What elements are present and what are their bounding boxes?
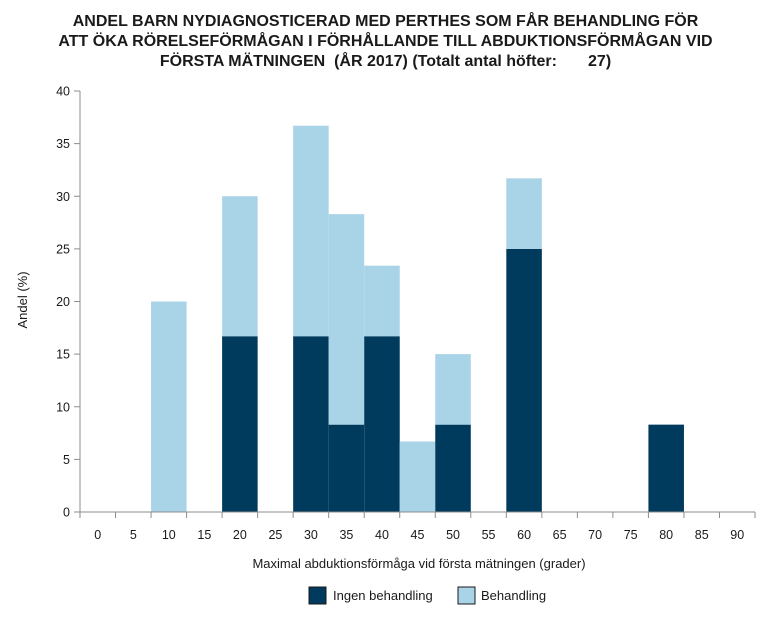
x-axis-label: Maximal abduktionsförmåga vid första mät…	[252, 556, 585, 571]
x-tick-label-15: 15	[197, 528, 211, 542]
bar-behandling-35	[328, 214, 365, 425]
legend-label-behandling: Behandling	[481, 588, 546, 603]
bar-behandling-10	[151, 301, 187, 512]
legend-label-ingen-behandling: Ingen behandling	[333, 588, 433, 603]
x-tick-label-20: 20	[233, 528, 247, 542]
y-tick-label-25: 25	[56, 242, 70, 256]
axes-group: 0 5 10 15 20 25 30 35 40 0 5 10 15 20 25 30 35 40 45 50 55 60…	[56, 85, 756, 542]
legend-swatch-behandling	[457, 586, 476, 605]
y-tick-label-30: 30	[56, 190, 70, 204]
bar-behandling-45	[399, 441, 436, 512]
bar-ingen-behandling-60	[506, 248, 542, 512]
x-tick-label-75: 75	[624, 528, 638, 542]
x-tick-label-40: 40	[375, 528, 389, 542]
bar-ingen-behandling-35	[328, 424, 365, 512]
x-tick-label-60: 60	[517, 528, 531, 542]
bar-behandling-40	[364, 265, 400, 337]
bar-behandling-30	[293, 125, 329, 337]
x-tick-label-45: 45	[411, 528, 425, 542]
x-tick-label-70: 70	[588, 528, 602, 542]
x-tick-label-30: 30	[304, 528, 318, 542]
x-tick-label-90: 90	[730, 528, 744, 542]
chart-title-line-2: ATT ÖKA RÖRELSEFÖRMÅGAN I FÖRHÅLLANDE TI…	[58, 33, 713, 50]
y-tick-label-10: 10	[56, 400, 70, 414]
x-tick-label-35: 35	[339, 528, 353, 542]
y-tick-label-35: 35	[56, 137, 70, 151]
bar-ingen-behandling-80	[648, 424, 684, 512]
y-tick-label-40: 40	[56, 85, 70, 99]
x-tick-label-65: 65	[553, 528, 567, 542]
x-tick-label-10: 10	[162, 528, 176, 542]
x-tick-label-55: 55	[482, 528, 496, 542]
x-tick-label-25: 25	[268, 528, 282, 542]
bar-behandling-60	[506, 178, 542, 249]
y-tick-label-15: 15	[56, 348, 70, 362]
chart-title-line-3: FÖRSTA MÄTNINGEN (ÅR 2017) (Totalt antal…	[159, 53, 612, 70]
bar-ingen-behandling-40	[364, 336, 400, 512]
y-tick-label-0: 0	[63, 506, 70, 520]
legend-swatch-ingen-behandling	[308, 586, 327, 605]
x-tick-label-5: 5	[130, 528, 137, 542]
y-axis-label: Andel (%)	[15, 271, 30, 328]
bar-ingen-behandling-30	[293, 336, 329, 512]
bar-ingen-behandling-20	[222, 336, 258, 512]
x-tick-label-0: 0	[94, 528, 101, 542]
bar-behandling-50	[435, 354, 471, 425]
x-tick-label-80: 80	[659, 528, 673, 542]
legend: Ingen behandling Behandling	[308, 586, 546, 605]
y-tick-label-5: 5	[63, 453, 70, 467]
bar-ingen-behandling-50	[435, 424, 471, 512]
x-tick-label-85: 85	[695, 528, 709, 542]
chart-title-line-1: ANDEL BARN NYDIAGNOSTICERAD MED PERTHES …	[72, 13, 699, 30]
y-tick-label-20: 20	[56, 295, 70, 309]
bar-behandling-20	[222, 196, 258, 337]
bars-group	[151, 125, 684, 512]
chart-title: ANDEL BARN NYDIAGNOSTICERAD MED PERTHES …	[0, 12, 771, 72]
x-tick-label-50: 50	[446, 528, 460, 542]
